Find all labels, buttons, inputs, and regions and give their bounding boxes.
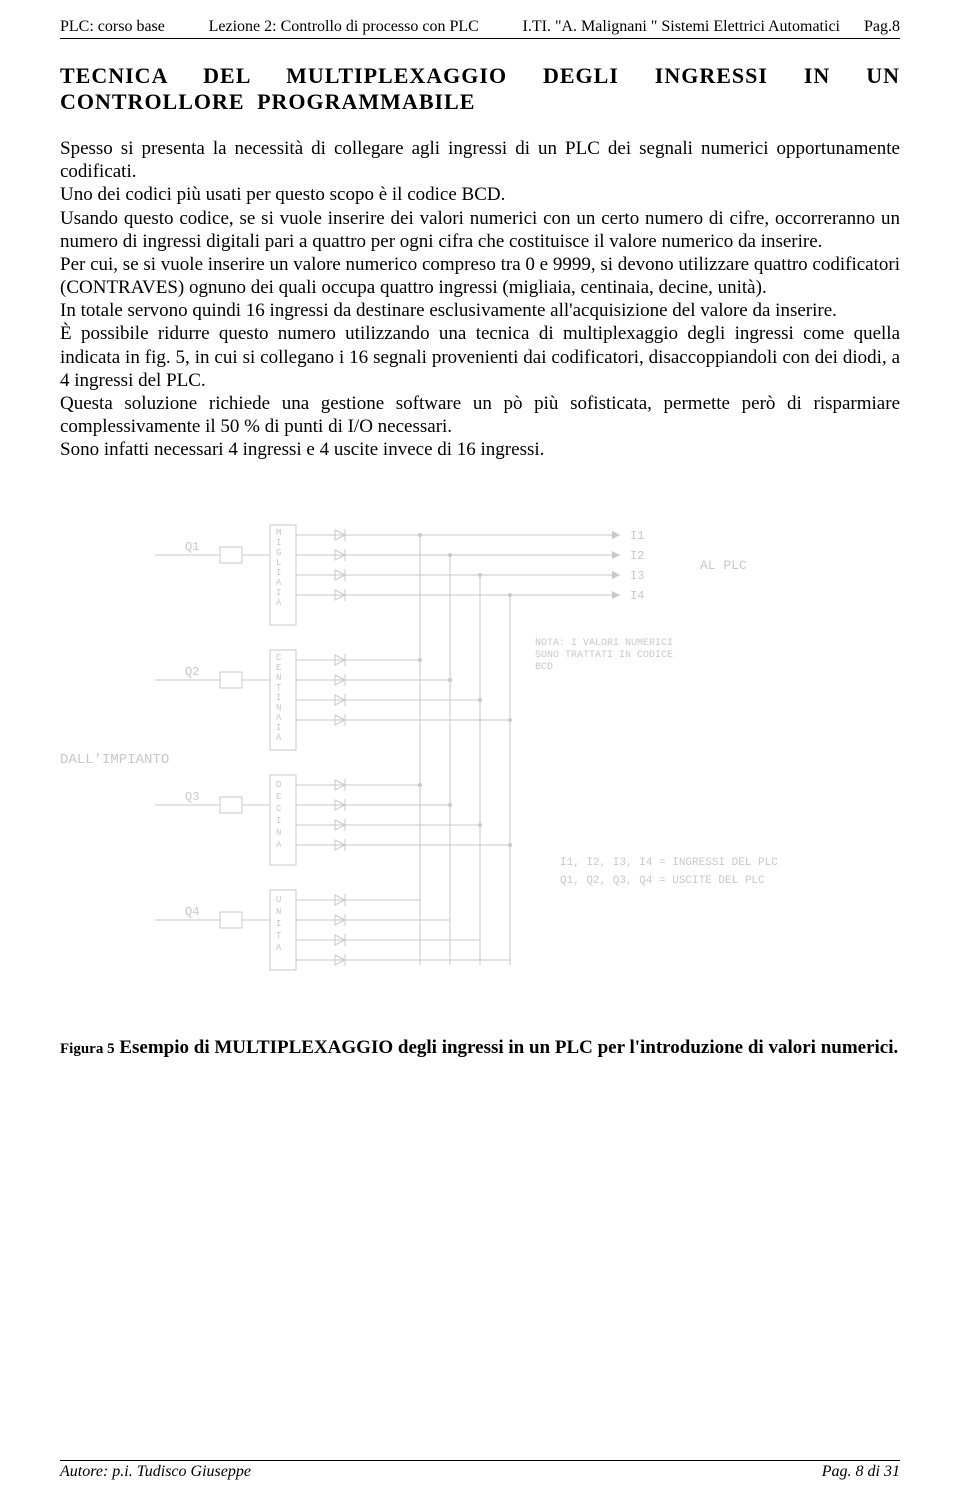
svg-text:N: N — [276, 673, 281, 683]
legend-line: I1, I2, I3, I4 = INGRESSI DEL PLC — [560, 857, 778, 869]
svg-text:A: A — [276, 713, 282, 723]
body-text: Spesso si presenta la necessità di colle… — [60, 137, 900, 461]
section-title: TECNICA DEL MULTIPLEXAGGIO DEGLI INGRESS… — [60, 63, 900, 115]
svg-text:L: L — [276, 558, 281, 568]
svg-text:I: I — [276, 919, 281, 929]
encoder-group-centinaia: Q2 CENTINAIA — [155, 650, 512, 750]
encoder-group-migliaia: Q1 MIGLIAIA — [155, 525, 512, 625]
svg-text:G: G — [276, 548, 281, 558]
svg-text:I: I — [276, 816, 281, 826]
svg-text:M: M — [276, 528, 281, 538]
page-header: PLC: corso base Lezione 2: Controllo di … — [60, 18, 900, 39]
caption-lead: Figura 5 — [60, 1041, 115, 1057]
svg-text:A: A — [276, 840, 282, 850]
svg-text:T: T — [276, 931, 282, 941]
label-q2: Q2 — [185, 665, 199, 679]
paragraph: Per cui, se si vuole inserire un valore … — [60, 253, 900, 299]
svg-text:U: U — [276, 895, 281, 905]
label-q3: Q3 — [185, 790, 199, 804]
paragraph: Spesso si presenta la necessità di colle… — [60, 137, 900, 183]
svg-text:T: T — [276, 683, 282, 693]
svg-text:E: E — [276, 792, 281, 802]
label-i3: I3 — [630, 569, 644, 583]
note-line: BCD — [535, 662, 553, 673]
svg-text:N: N — [276, 703, 281, 713]
paragraph: Uno dei codici più usati per questo scop… — [60, 183, 900, 206]
caption-rest: Esempio di MULTIPLEXAGGIO degli ingressi… — [115, 1037, 899, 1058]
note-line: SONO TRATTATI IN CODICE — [535, 650, 673, 661]
paragraph: In totale servono quindi 16 ingressi da … — [60, 299, 900, 322]
label-al-plc: AL PLC — [700, 558, 747, 573]
svg-text:A: A — [276, 578, 282, 588]
svg-text:I: I — [276, 588, 281, 598]
svg-text:N: N — [276, 907, 281, 917]
encoder-group-decina: Q3 DECINA — [155, 775, 512, 865]
figure-5-diagram: I1 I2 I3 I4 AL PLC DALL'IMPIANTO NOTA: I… — [60, 495, 900, 1000]
footer-left: Autore: p.i. Tudisco Giuseppe — [60, 1463, 251, 1481]
footer-right: Pag. 8 di 31 — [822, 1463, 900, 1481]
header-right: I.TI. "A. Malignani " Sistemi Elettrici … — [523, 18, 900, 36]
svg-text:C: C — [276, 653, 282, 663]
svg-text:I: I — [276, 723, 281, 733]
svg-text:I: I — [276, 538, 281, 548]
svg-text:E: E — [276, 663, 281, 673]
legend-line: Q1, Q2, Q3, Q4 = USCITE DEL PLC — [560, 875, 765, 887]
label-i4: I4 — [630, 589, 644, 603]
page-footer: Autore: p.i. Tudisco Giuseppe Pag. 8 di … — [60, 1460, 900, 1481]
figure-caption: Figura 5 Esempio di MULTIPLEXAGGIO degli… — [60, 1036, 900, 1059]
svg-text:A: A — [276, 733, 282, 743]
header-left: PLC: corso base — [60, 18, 165, 36]
label-q4: Q4 — [185, 905, 199, 919]
page: PLC: corso base Lezione 2: Controllo di … — [0, 0, 960, 1495]
svg-text:D: D — [276, 780, 281, 790]
label-i2: I2 — [630, 549, 644, 563]
paragraph: Questa soluzione richiede una gestione s… — [60, 392, 900, 438]
svg-text:N: N — [276, 828, 281, 838]
label-dall-impianto: DALL'IMPIANTO — [60, 752, 169, 768]
multiplex-schematic-svg: I1 I2 I3 I4 AL PLC DALL'IMPIANTO NOTA: I… — [60, 495, 880, 995]
encoder-group-unita: Q4 UNITA — [155, 890, 510, 970]
svg-text:C: C — [276, 804, 282, 814]
paragraph: Usando questo codice, se si vuole inseri… — [60, 207, 900, 253]
label-i1: I1 — [630, 529, 644, 543]
svg-text:A: A — [276, 598, 282, 608]
svg-text:A: A — [276, 943, 282, 953]
label-q1: Q1 — [185, 540, 199, 554]
svg-text:I: I — [276, 568, 281, 578]
header-center: Lezione 2: Controllo di processo con PLC — [209, 18, 479, 36]
paragraph: È possibile ridurre questo numero utiliz… — [60, 322, 900, 392]
svg-text:I: I — [276, 693, 281, 703]
paragraph: Sono infatti necessari 4 ingressi e 4 us… — [60, 438, 900, 461]
note-line: NOTA: I VALORI NUMERICI — [535, 638, 673, 649]
